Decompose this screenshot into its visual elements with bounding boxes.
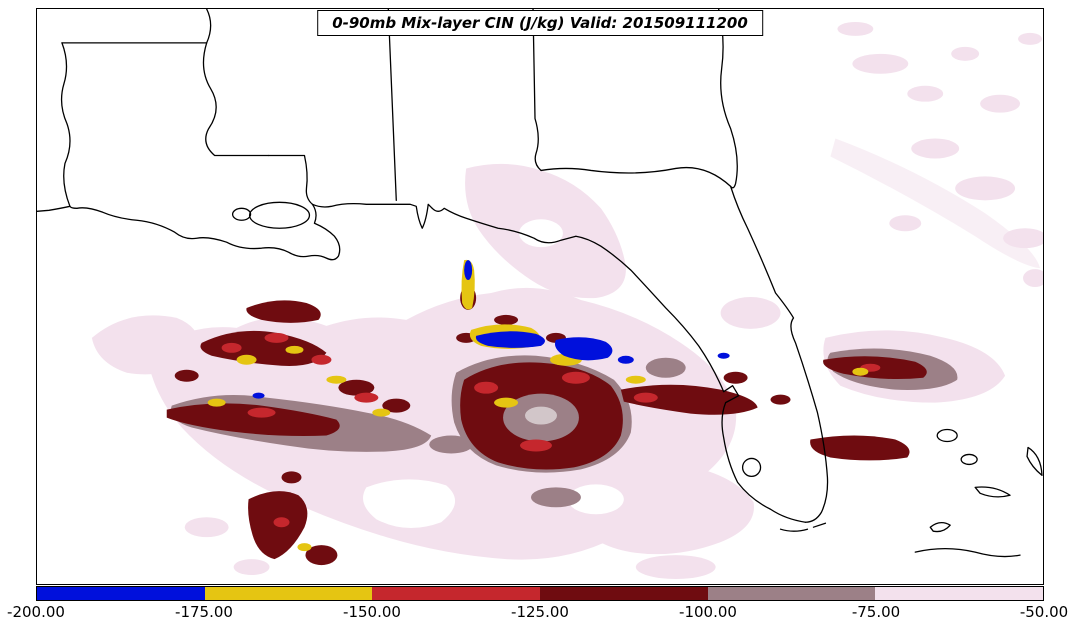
state-boundaries — [60, 9, 732, 207]
colorbar-segment-pink — [875, 587, 1044, 600]
colorbar-tick-label: -50.00 — [1019, 603, 1069, 621]
coastlines — [37, 9, 1043, 558]
map-plot-area: 0-90mb Mix-layer CIN (J/kg) Valid: 20150… — [36, 8, 1044, 585]
colorbar-ticks: -200.00 -175.00 -150.00 -125.00 -100.00 … — [0, 603, 1076, 627]
field-ring-core — [525, 406, 557, 425]
field-maroon-layer — [166, 286, 927, 566]
field-background-holes — [363, 219, 624, 529]
colorbar — [36, 586, 1044, 601]
field-blue-layer — [252, 260, 730, 399]
colorbar-segment-mauve — [707, 587, 876, 600]
colorbar-segment-maroon — [540, 587, 708, 600]
plot-title: 0-90mb Mix-layer CIN (J/kg) Valid: 20150… — [317, 10, 763, 36]
colorbar-segment-crimson — [372, 587, 541, 600]
colorbar-tick-label: -150.00 — [343, 603, 401, 621]
colorbar-tick-label: -100.00 — [679, 603, 737, 621]
colorbar-tick-label: -175.00 — [175, 603, 233, 621]
colorbar-tick-label: -200.00 — [7, 603, 65, 621]
field-crimson-layer — [221, 332, 881, 528]
colorbar-tick-label: -125.00 — [511, 603, 569, 621]
colorbar-segment-blue — [37, 587, 205, 600]
colorbar-segment-yellow — [204, 587, 373, 600]
colorbar-tick-label: -75.00 — [851, 603, 901, 621]
map-canvas — [37, 9, 1043, 580]
